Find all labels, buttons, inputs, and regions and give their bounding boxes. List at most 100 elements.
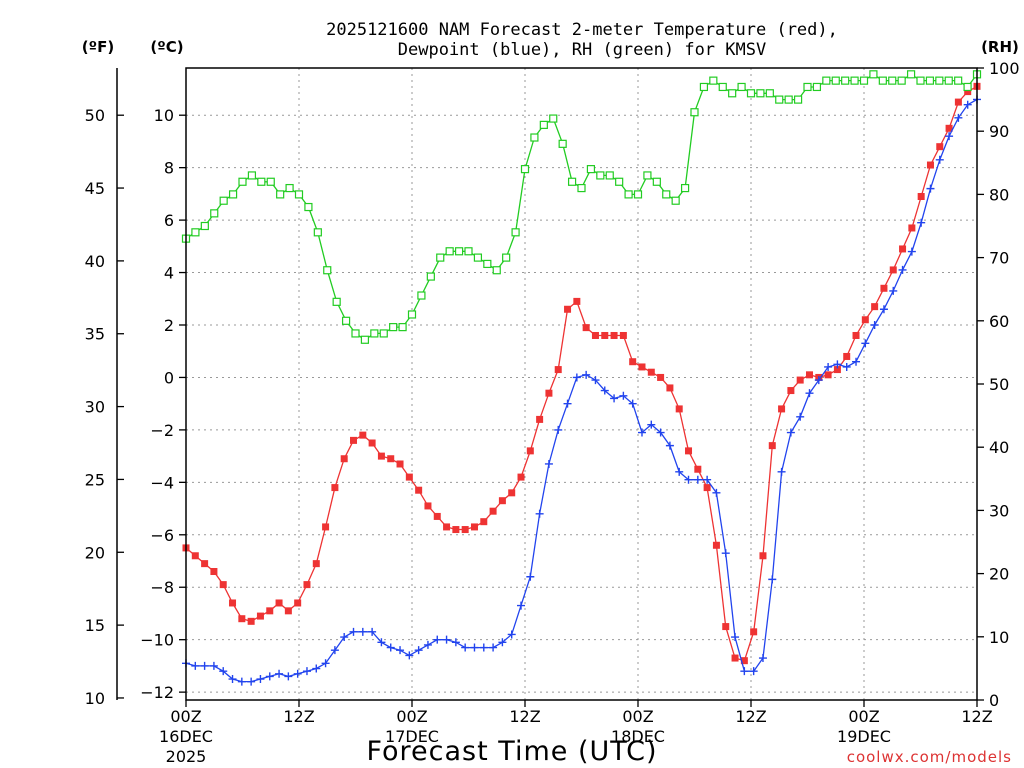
celsius-tick-label: −2 — [150, 421, 174, 440]
rh-point — [775, 95, 784, 104]
temperature-point — [619, 331, 627, 339]
dewpoint-point — [405, 651, 414, 660]
rh-point — [878, 76, 887, 85]
dewpoint-point — [312, 664, 321, 673]
rh-point — [605, 171, 614, 180]
rh-point — [803, 82, 812, 92]
rh-point — [643, 171, 652, 180]
dewpoint-point — [684, 475, 693, 484]
temperature-point — [954, 98, 962, 106]
celsius-tick-label: 2 — [164, 316, 174, 335]
temperature-point — [517, 473, 525, 481]
rh-point — [680, 183, 690, 193]
rh-point — [389, 323, 398, 332]
rh-point — [737, 82, 746, 92]
rh-point — [473, 253, 483, 262]
temperature-point — [852, 331, 860, 339]
dewpoint-point — [479, 643, 488, 652]
series-dewpoint — [182, 95, 981, 686]
temperature-point — [675, 405, 683, 413]
temperature-point — [796, 376, 804, 384]
celsius-tick-label: 10 — [154, 106, 174, 125]
temperature-point — [843, 352, 851, 360]
temperature-point — [657, 373, 665, 381]
dewpoint-point — [349, 627, 358, 636]
rh-point — [191, 228, 200, 237]
dewpoint-point — [368, 627, 377, 636]
temperature-point — [508, 489, 516, 497]
temperature-point — [629, 358, 637, 366]
dewpoint-point — [963, 100, 972, 109]
dewpoint-point — [554, 425, 563, 434]
dewpoint-point — [637, 428, 646, 437]
temperature-point — [638, 363, 646, 371]
dewpoint-point — [824, 362, 833, 371]
rh-point — [935, 76, 944, 85]
temperature-point — [331, 484, 339, 492]
rh-tick-label: 20 — [989, 565, 1009, 584]
fahrenheit-tick-label: 35 — [85, 325, 105, 344]
rh-point — [426, 272, 435, 281]
dewpoint-point — [507, 630, 516, 639]
dewpoint-point — [498, 638, 507, 647]
rh-point — [709, 76, 718, 85]
temperature-point — [452, 526, 460, 534]
temperature-point — [703, 484, 711, 492]
dewpoint-point — [219, 667, 228, 676]
time-tick-label: 12Z — [509, 707, 540, 726]
dewpoint-point — [768, 575, 777, 584]
fahrenheit-axis: 10 15 20 25 30 35 40 45 50 — [85, 68, 124, 708]
rh-point — [483, 259, 492, 269]
dewpoint-point — [665, 441, 674, 450]
rh-point — [897, 76, 906, 85]
rh-tick-label: 60 — [989, 312, 1009, 331]
rh-point — [200, 221, 209, 231]
rh-point — [841, 76, 850, 85]
dewpoint-point — [758, 654, 767, 663]
rh-point — [454, 247, 464, 256]
dewpoint-point — [535, 509, 544, 518]
date-label: 17DEC — [385, 727, 439, 746]
temperature-point — [647, 368, 655, 376]
temperature-point — [480, 518, 488, 526]
rh-point — [690, 108, 699, 117]
dewpoint-point — [796, 412, 805, 421]
series-layer — [181, 70, 982, 686]
rh-tick-label: 70 — [989, 249, 1009, 268]
dewpoint-point — [675, 467, 684, 476]
year-label: 2025 — [166, 747, 207, 766]
date-label: 19DEC — [837, 727, 891, 746]
rh-point — [332, 297, 341, 306]
rh-point — [746, 89, 756, 98]
celsius-axis: −12 −10 −8 −6 −4 −2 0 2 4 6 8 10 — [140, 106, 186, 702]
rh-point — [398, 323, 407, 332]
dewpoint-point — [340, 633, 349, 642]
temperature-point — [256, 612, 264, 620]
dewpoint-point — [600, 386, 609, 395]
temperature-point — [871, 303, 879, 311]
fahrenheit-unit-label: (ºF) — [82, 38, 114, 56]
temperature-point — [964, 88, 972, 96]
temperature-point — [322, 523, 330, 531]
temperature-point — [610, 331, 618, 339]
dewpoint-point — [228, 675, 237, 684]
dewpoint-point — [861, 339, 870, 348]
rh-point — [633, 190, 643, 199]
dewpoint-point — [191, 661, 200, 670]
dewpoint-point — [805, 389, 814, 398]
celsius-tick-label: −6 — [150, 526, 174, 545]
dewpoint-point — [879, 305, 888, 314]
dewpoint-point — [628, 399, 637, 408]
dewpoint-point — [237, 677, 246, 686]
celsius-tick-label: 8 — [164, 159, 174, 178]
rh-point — [464, 247, 473, 256]
rh-point — [586, 165, 596, 174]
temperature-point — [889, 266, 897, 274]
rh-point — [445, 247, 454, 256]
fahrenheit-tick-label: 50 — [85, 106, 105, 125]
rh-point — [530, 133, 539, 142]
temperature-point — [526, 447, 534, 455]
dewpoint-point — [563, 399, 572, 408]
rh-point — [850, 76, 859, 85]
rh-point — [351, 329, 360, 338]
